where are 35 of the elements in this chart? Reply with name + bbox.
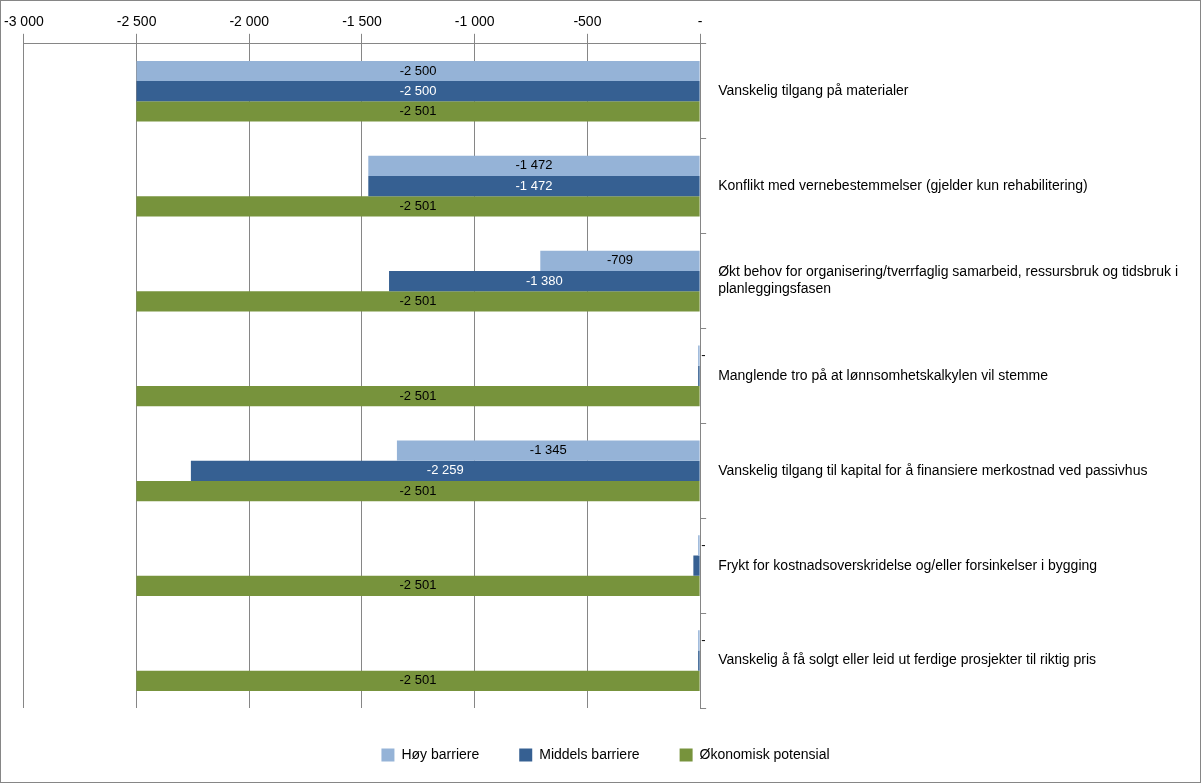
data-label: -2 259 (426, 462, 464, 478)
x-tick-label: -3 000 (4, 13, 44, 30)
x-tick-label: -1 000 (454, 13, 495, 30)
legend-label: Økonomisk potensial (699, 745, 830, 762)
x-tick-label: -2 500 (116, 13, 157, 30)
x-tick-label: -500 (573, 13, 602, 30)
data-label: -2 501 (399, 577, 437, 593)
data-label: -1 380 (525, 272, 563, 288)
data-label: - (701, 347, 706, 363)
data-label: -2 501 (399, 672, 437, 688)
y-tick-label: Vanskelig tilgang til kapital for å finansiere merkostnad ved passivhus (718, 461, 1148, 478)
data-label: -1 472 (515, 157, 553, 173)
data-label: -1 472 (515, 177, 553, 193)
data-label: -2 501 (399, 103, 437, 119)
y-tick-label: Vanskelig tilgang på materialer (718, 82, 909, 99)
data-label: - (701, 631, 706, 647)
y-tick-label: Manglende tro på at lønnsomhetskalkylen vil stemme (718, 366, 1049, 383)
legend-label: Middels barriere (539, 745, 640, 762)
data-label: -1 345 (529, 442, 567, 458)
data-label: - (701, 537, 706, 553)
y-tick-label: Vanskelig å få solgt eller leid ut ferdige prosjekter til riktig pris (718, 651, 1097, 668)
data-label: -2 501 (399, 292, 437, 308)
y-tick-label: Konflikt med vernebestemmelser (gjelder kun rehabilitering) (718, 176, 1088, 193)
data-label: -2 500 (399, 62, 437, 78)
data-label: -2 500 (399, 82, 437, 98)
y-tick-label: Frykt for kostnadsoverskridelse og/eller forsinkelser i bygging (718, 556, 1098, 573)
data-label: -2 501 (399, 197, 437, 213)
data-label: -709 (606, 252, 633, 268)
data-label: -2 501 (399, 387, 437, 403)
x-tick-label: - (697, 13, 703, 30)
data-label: -2 501 (399, 482, 437, 498)
x-tick-label: -2 000 (229, 13, 270, 30)
y-tick-label: Økt behov for organisering/tverrfaglig samarbeid, ressursbruk og tidsbruk i planleggingsfasen (718, 263, 1178, 297)
legend-label: Høy barriere (401, 745, 480, 762)
x-tick-label: -1 500 (342, 13, 383, 30)
